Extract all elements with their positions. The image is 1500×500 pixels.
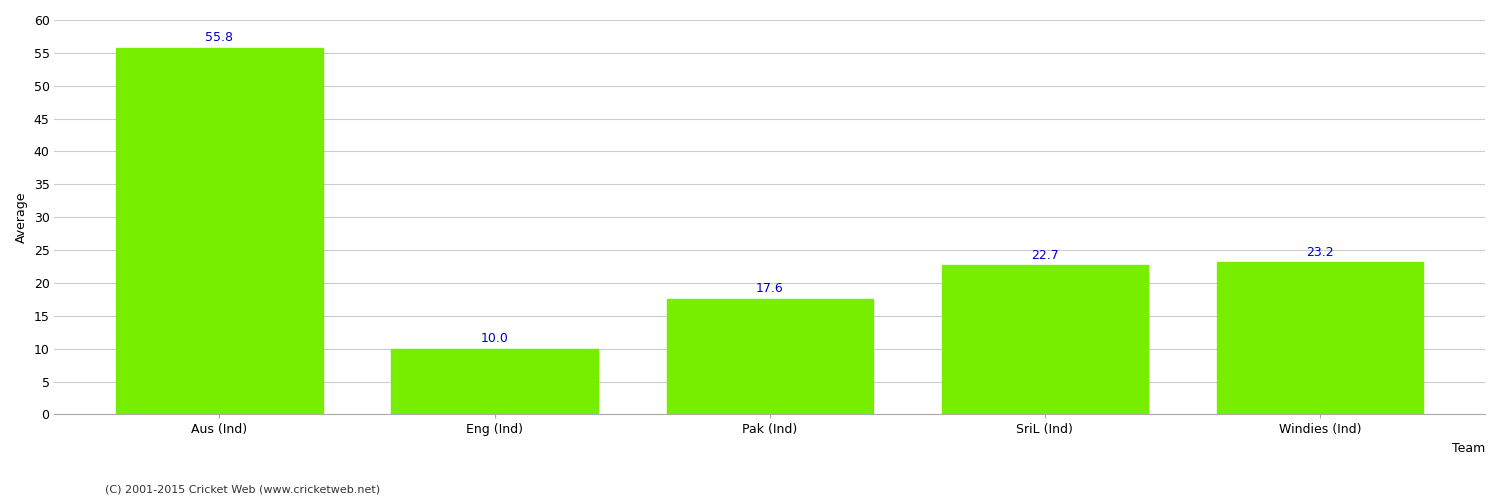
Bar — [1216, 262, 1423, 414]
Bar — [942, 265, 1148, 414]
Text: (C) 2001-2015 Cricket Web (www.cricketweb.net): (C) 2001-2015 Cricket Web (www.cricketwe… — [105, 485, 380, 495]
Y-axis label: Average: Average — [15, 192, 28, 243]
Text: 10.0: 10.0 — [480, 332, 508, 345]
Text: 23.2: 23.2 — [1306, 246, 1334, 258]
Text: 17.6: 17.6 — [756, 282, 783, 296]
Bar — [392, 348, 598, 414]
Bar — [117, 48, 322, 414]
Bar — [666, 298, 873, 414]
Text: 22.7: 22.7 — [1030, 249, 1059, 262]
X-axis label: Team: Team — [1452, 442, 1485, 455]
Text: 55.8: 55.8 — [206, 32, 234, 44]
